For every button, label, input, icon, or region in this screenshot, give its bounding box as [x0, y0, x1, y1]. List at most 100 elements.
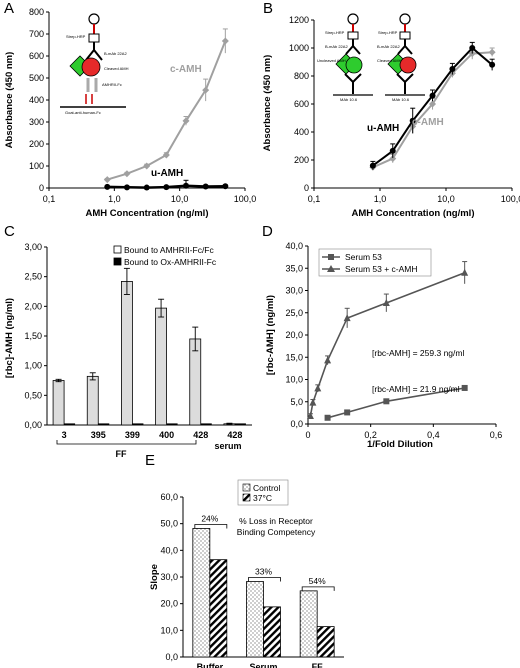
panel-c-ytick-label: 2,00 [24, 301, 42, 311]
panel-a-series-label-c-amh: c-AMH [170, 64, 202, 75]
b-label-b-mab-1: B-mAb 22A2 [325, 44, 348, 49]
panel-e-ytick-label: 30,0 [160, 572, 178, 582]
panel-c-category-label: 399 [125, 430, 140, 440]
panel-c-bar-bound-amhrii [121, 281, 133, 426]
panel-b-series-0-point [389, 155, 397, 163]
panel-c-group-ff: FF [116, 449, 127, 459]
panel-c-bar-bound-amhrii [155, 307, 167, 426]
panel-a-series-0-point [202, 86, 210, 94]
panel-e-category-label: Serum [249, 662, 277, 668]
panel-c-ytick-label: 0,00 [24, 420, 42, 430]
panel-d-chart: 0,0 5,0 10,0 15,0 20,0 25,0 30,0 35,0 40,0 0 0,2 0,… [265, 241, 502, 450]
b-label-b-mab-2: B-mAb 22A2 [377, 44, 400, 49]
panel-a-ytick-label: 400 [29, 95, 44, 105]
panel-b-series-0-point [429, 100, 437, 108]
panel-a-series-1-point [222, 183, 229, 190]
panel-b-series-0-point [488, 48, 496, 56]
panel-d-series-1-point [461, 268, 469, 276]
panel-e-loss-bracket [301, 586, 335, 591]
panel-letter-b: B [263, 0, 273, 17]
panel-c-bar-bound-ox [166, 423, 178, 425]
panel-a-series-1-point [104, 183, 111, 190]
panel-e-bar-control [192, 528, 211, 658]
panel-b-series-1-point [469, 45, 476, 51]
panel-letter-e: E [145, 452, 155, 469]
panel-d-ytick-label: 15,0 [285, 352, 303, 362]
legend-marker-serum53-camh [327, 265, 335, 272]
panel-c-ff-bracket [56, 440, 197, 445]
panel-letter-a: A [4, 0, 14, 17]
panel-a-x-label: AMH Concentration (ng/ml) [86, 208, 209, 219]
panel-e-annotation-2: Binding Competency [237, 527, 316, 537]
panel-d-annotation-2: [rbc-AMH] = 21.9 ng/ml [372, 384, 460, 394]
panel-c-bar-bound-amhrii [52, 380, 65, 426]
panel-a-series-0-line [107, 40, 227, 181]
b-label-cleaved: Cleaved AMH [377, 58, 402, 63]
panel-d-series-0-point [383, 398, 390, 405]
panel-c-bar-bound-ox [64, 423, 76, 425]
panel-a-series-0-point [143, 162, 151, 170]
legend-label-serum53-camh: Serum 53 + c-AMH [345, 264, 418, 274]
panel-b-ytick-label: 200 [294, 155, 309, 165]
panel-a-series-0-point [123, 170, 131, 178]
panel-c-category-label: 395 [91, 430, 106, 440]
panel-d-legend-box [318, 248, 432, 277]
panel-c-category-label: 400 [159, 430, 174, 440]
panel-b-ytick-label: 400 [294, 127, 309, 137]
panel-a-assay-schematic: Strep-HRP B-mAb 22A2 Cleaved AMH AMHRII-… [60, 13, 129, 115]
panel-c-legend: Bound to AMHRII-Fc/Fc Bound to Ox-AMHRII… [113, 245, 217, 267]
panel-e-loss-pct: 33% [255, 567, 272, 577]
panel-a-xtick-label: 100,0 [234, 194, 257, 204]
legend-marker-serum53 [328, 254, 334, 260]
panel-e-loss-bracket [248, 577, 281, 582]
panel-d-series-0-point [324, 414, 331, 421]
panel-b-series-1-point [409, 117, 416, 124]
panel-a-xtick-label: 1,0 [108, 194, 121, 204]
a-label-b-mab: B-mAb 22A2 [104, 51, 127, 56]
panel-e-ytick-label: 40,0 [160, 545, 178, 555]
legend-label-bound-ox: Bound to Ox-AMHRII-Fc [124, 257, 217, 267]
panel-b-chart: 0 200 400 600 800 1000 1200 0,1 1,0 10,0 100,0 AMH… [262, 13, 520, 219]
panel-d-series-0-line [327, 387, 465, 419]
panel-e-bar-37c [209, 559, 228, 658]
panel-b-x-label: AMH Concentration (ng/ml) [352, 208, 475, 219]
b-label-mab-2: MAb 10.6 [392, 97, 410, 102]
panel-a-series-label-u-amh: u-AMH [151, 168, 183, 179]
panel-d-ytick-label: 30,0 [285, 286, 303, 296]
panel-b-ytick-label: 600 [294, 99, 309, 109]
panel-a-ytick-label: 0 [39, 183, 44, 193]
panel-a-series-1-point [202, 183, 209, 190]
panel-a-series-1-point [143, 184, 150, 191]
panel-b-series-1-point [369, 162, 376, 169]
panel-b-ytick-label: 800 [294, 71, 309, 81]
panel-b-series-1-point [429, 92, 436, 99]
panel-d-legend: Serum 53 Serum 53 + c-AMH [318, 248, 432, 277]
panel-a-ytick-label: 700 [29, 29, 44, 39]
panel-a-ytick-label: 300 [29, 117, 44, 127]
panel-b-xtick-label: 0,1 [308, 194, 321, 204]
panel-d-xtick-label: 0,2 [364, 430, 377, 440]
panel-e-y-label: Slope [149, 564, 160, 590]
panel-c-group-serum: serum [214, 441, 241, 451]
panel-b-ytick-label: 0 [304, 183, 309, 193]
panel-c-ytick-label: 0,50 [24, 390, 42, 400]
panel-b-series-1-point [489, 61, 496, 68]
legend-label-bound-amhrii: Bound to AMHRII-Fc/Fc [124, 245, 214, 255]
panel-d-series-1-point [309, 398, 317, 406]
panel-d-x-label: 1/Fold Dilution [367, 439, 433, 450]
legend-label-37c: 37°C [253, 493, 272, 503]
panel-c-y-label: [rbc]-AMH (ng/ml) [4, 298, 15, 378]
panel-e-loss-pct: 24% [201, 513, 218, 523]
panel-c-category-label: 3 [62, 430, 67, 440]
b-label-uncleaved: Uncleaved AMH [317, 58, 346, 63]
panel-c-bar-bound-amhrii [189, 338, 202, 426]
panel-d-ytick-label: 25,0 [285, 308, 303, 318]
panel-e-bar-37c [316, 626, 335, 658]
legend-swatch-bound-ox [113, 257, 122, 266]
a-label-goat-anti: Goat-anti-human-Fc [65, 110, 101, 115]
panel-d-series-0-point [344, 409, 351, 416]
panel-c-ytick-label: 1,50 [24, 331, 42, 341]
panel-e-ytick-label: 10,0 [160, 625, 178, 635]
panel-d-xtick-label: 0,4 [427, 430, 440, 440]
